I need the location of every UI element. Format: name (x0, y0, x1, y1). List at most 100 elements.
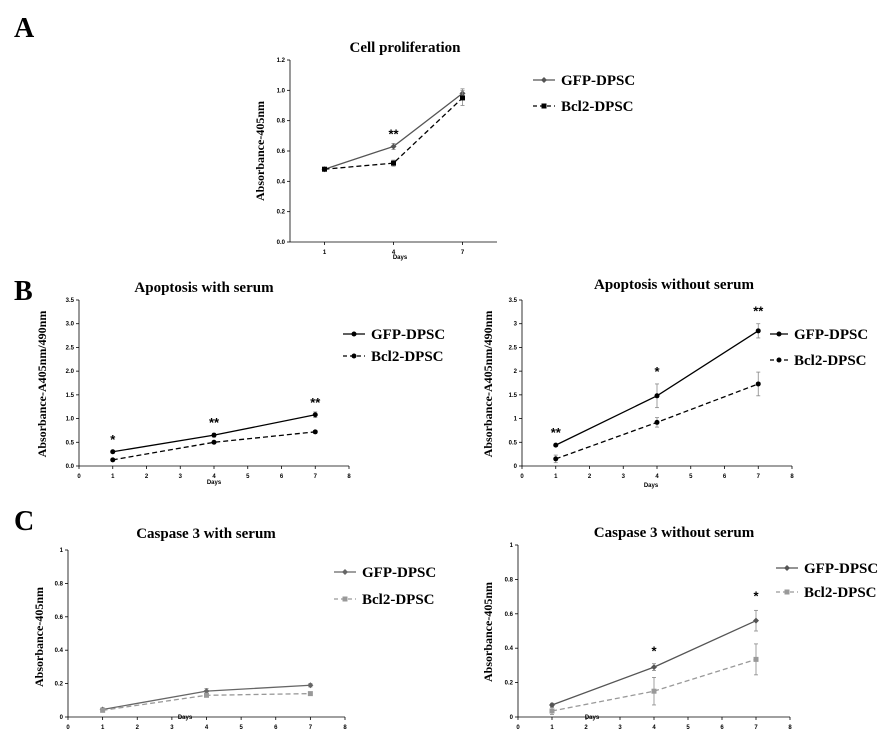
x-tick-label: 4 (655, 474, 659, 480)
series-bcl2-dpsc (553, 371, 761, 464)
x-axis-title: Days (585, 715, 600, 721)
x-tick-label: 0 (66, 725, 70, 731)
data-point (322, 166, 327, 172)
legend-label: GFP-DPSC (561, 73, 635, 89)
legend-entry: Bcl2-DPSC (770, 353, 867, 369)
legend-entry: GFP-DPSC (334, 565, 436, 581)
x-tick-label: 7 (461, 250, 465, 256)
legend-swatch-marker (784, 589, 790, 595)
significance-marker: ** (388, 126, 399, 141)
y-tick-label: 0.8 (505, 577, 514, 583)
legend-label: Bcl2-DPSC (362, 592, 435, 608)
y-tick-label: 0.5 (66, 440, 75, 446)
y-axis-title: Absorbance-405nm (481, 582, 495, 682)
chart-a: 0.0 0.2 0.4 0.6 0.8 1.0 1.2 1 4 7 Cell proliferati… (253, 40, 635, 261)
y-tick-label: 0.6 (277, 149, 286, 155)
x-tick-label: 0 (77, 474, 81, 480)
x-tick-label: 4 (212, 474, 216, 480)
panel-letter-c: C (14, 506, 34, 537)
data-point (755, 381, 761, 387)
legend-label: Bcl2-DPSC (794, 353, 867, 369)
data-point (211, 432, 217, 438)
x-tick-label: 2 (584, 725, 588, 731)
y-tick-label: 0.8 (55, 581, 64, 587)
x-tick-label: 6 (720, 725, 724, 731)
y-tick-label: 0 (60, 715, 64, 721)
x-tick-label: 7 (757, 474, 761, 480)
legend-label: Bcl2-DPSC (561, 99, 634, 115)
x-tick-label: 7 (309, 725, 313, 731)
legend-entry: GFP-DPSC (776, 561, 878, 577)
y-tick-label: 0.4 (505, 646, 514, 652)
y-tick-label: 1.0 (66, 417, 75, 423)
legend-entry: Bcl2-DPSC (533, 99, 634, 115)
x-tick-label: 8 (347, 474, 351, 480)
legend-label: Bcl2-DPSC (371, 349, 444, 365)
series-line (324, 97, 463, 170)
series-line (112, 431, 316, 461)
legend-label: Bcl2-DPSC (804, 585, 877, 601)
legend-entry: Bcl2-DPSC (776, 585, 877, 601)
legend-entry: Bcl2-DPSC (334, 592, 435, 608)
y-tick-label: 1.0 (277, 88, 286, 94)
data-point (553, 442, 559, 448)
data-point (755, 328, 761, 334)
y-tick-label: 0.8 (277, 119, 286, 125)
data-point (651, 688, 657, 694)
x-tick-label: 5 (689, 474, 693, 480)
x-tick-label: 4 (652, 725, 656, 731)
y-tick-label: 0.2 (277, 210, 286, 216)
x-tick-label: 4 (205, 725, 209, 731)
y-axis-title: Absorbance-A405nm/490nm (35, 311, 49, 458)
y-tick-label: 1.5 (509, 393, 518, 399)
legend-entry: GFP-DPSC (533, 73, 635, 89)
y-tick-label: 3.5 (509, 298, 518, 304)
data-point (391, 160, 396, 166)
data-point (312, 412, 318, 418)
series-bcl2-dpsc (100, 691, 313, 713)
x-tick-label: 5 (246, 474, 250, 480)
x-tick-label: 3 (622, 474, 626, 480)
chart-c2: 0 0.2 0.4 0.6 0.8 1 0 1 2 3 4 5 6 7 8 Caspase 3 without… (481, 525, 878, 731)
y-tick-label: 3 (514, 322, 518, 328)
y-tick-label: 0 (514, 464, 518, 470)
x-tick-label: 8 (790, 474, 794, 480)
significance-marker: * (654, 364, 660, 379)
data-point (549, 708, 555, 714)
x-tick-label: 2 (136, 725, 140, 731)
y-tick-label: 0.5 (509, 440, 518, 446)
chart-c1: 0 0.2 0.4 0.6 0.8 1 0 1 2 3 4 5 6 7 8 Caspase 3 with se… (32, 526, 436, 731)
legend-label: GFP-DPSC (794, 327, 868, 343)
y-tick-label: 1 (510, 543, 514, 549)
y-tick-label: 3.0 (66, 322, 75, 328)
chart-title: Apoptosis with serum (134, 280, 274, 296)
y-tick-label: 0.0 (66, 464, 75, 470)
legend-swatch-marker (776, 331, 782, 337)
data-point (654, 393, 660, 399)
x-tick-label: 8 (788, 725, 792, 731)
x-tick-label: 7 (754, 725, 758, 731)
x-tick-label: 1 (550, 725, 554, 731)
data-point (654, 419, 660, 425)
series-line (551, 658, 757, 712)
legend-label: GFP-DPSC (804, 561, 878, 577)
y-axis-title: Absorbance-405nm (32, 587, 46, 687)
x-tick-label: 7 (314, 474, 318, 480)
x-axis-title: Days (644, 483, 659, 489)
chart-title: Cell proliferation (350, 40, 462, 56)
chart-b1: 0.0 0.5 1.0 1.5 2.0 2.5 3.0 3.5 0 1 2 3 4 5 6 7 8 Apoptos… (35, 280, 445, 486)
significance-marker: ** (753, 304, 764, 319)
x-tick-label: 6 (723, 474, 727, 480)
y-tick-label: 0.2 (505, 681, 514, 687)
data-point (553, 456, 559, 462)
data-point (100, 707, 106, 713)
x-axis-title: Days (393, 255, 408, 261)
y-tick-label: 2.5 (66, 345, 75, 351)
legend-swatch-marker (541, 103, 547, 109)
chart-title: Caspase 3 with serum (136, 526, 276, 542)
y-tick-label: 1 (60, 548, 64, 554)
legend-swatch-marker (541, 77, 547, 83)
data-point (460, 95, 465, 101)
x-tick-label: 3 (179, 474, 183, 480)
